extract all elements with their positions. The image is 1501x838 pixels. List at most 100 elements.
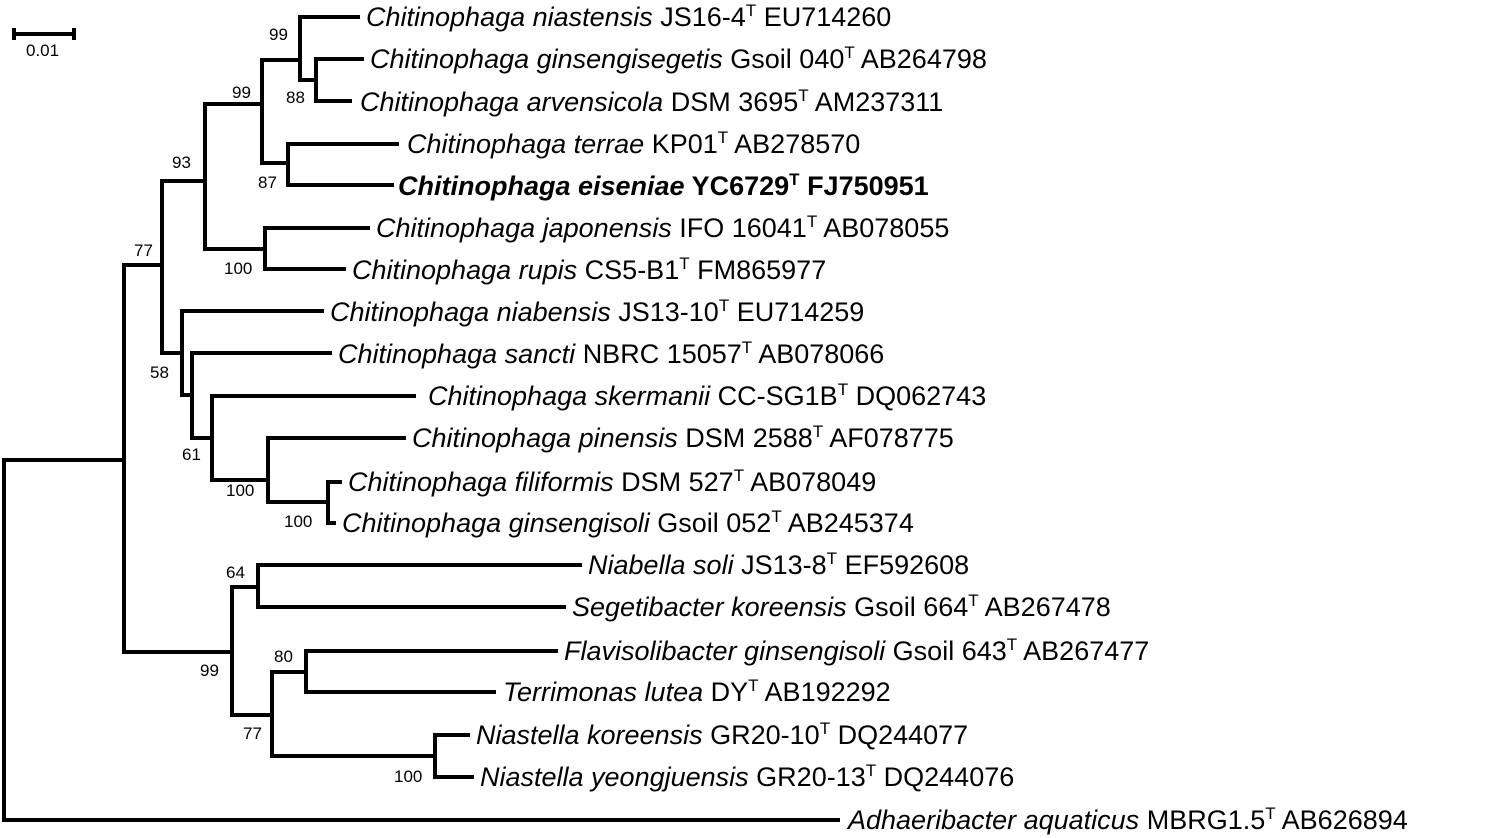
taxon-accession: AB245374 <box>788 508 914 538</box>
taxon-name: Niastella koreensis <box>476 720 703 750</box>
taxon-strain: CS5-B1 <box>585 255 680 285</box>
taxon-accession: AB078049 <box>750 467 876 497</box>
taxon-name: Chitinophaga skermanii <box>428 381 711 411</box>
type-strain-mark: T <box>844 43 854 62</box>
taxon-label: Chitinophaga niabensis JS13-10T EU714259 <box>330 296 864 327</box>
taxon-label: Niastella koreensis GR20-10T DQ244077 <box>476 719 968 750</box>
bootstrap-label: 99 <box>200 661 219 680</box>
type-strain-mark: T <box>820 719 830 738</box>
taxon-accession: DQ244077 <box>838 720 969 750</box>
taxon-strain: Gsoil 664 <box>854 592 968 622</box>
taxon-name: Chitinophaga pinensis <box>412 423 678 453</box>
taxon-strain: DSM 3695 <box>671 87 799 117</box>
taxon-name: Niabella soli <box>588 550 735 580</box>
taxon-name: Chitinophaga niabensis <box>330 297 611 327</box>
type-strain-mark: T <box>813 422 823 441</box>
taxon-labels: Chitinophaga niastensis JS16-4T EU714260… <box>330 1 1408 835</box>
type-strain-mark: T <box>798 86 808 105</box>
taxon-accession: AF078775 <box>829 423 954 453</box>
bootstrap-label: 58 <box>150 363 169 382</box>
bootstrap-label: 100 <box>224 259 252 278</box>
taxon-label: Chitinophaga ginsengisegetis Gsoil 040T … <box>370 43 987 74</box>
type-strain-mark: T <box>718 128 728 147</box>
taxon-name: Chitinophaga filiformis <box>348 467 614 497</box>
taxon-strain: JS16-4 <box>660 2 746 32</box>
bootstrap-label: 99 <box>232 83 251 102</box>
type-strain-mark: T <box>748 676 758 695</box>
taxon-name: Niastella yeongjuensis <box>480 762 749 792</box>
type-strain-mark: T <box>838 380 848 399</box>
taxon-strain: Gsoil 052 <box>657 508 771 538</box>
taxon-label: Niastella yeongjuensis GR20-13T DQ244076 <box>480 761 1014 792</box>
taxon-strain: IFO 16041 <box>679 213 807 243</box>
type-strain-mark: T <box>734 466 744 485</box>
taxon-name: Segetibacter koreensis <box>572 592 847 622</box>
taxon-strain: GR20-13 <box>756 762 866 792</box>
type-strain-mark: T <box>1265 804 1275 823</box>
taxon-strain: YC6729 <box>692 171 790 201</box>
taxon-label: Chitinophaga terrae KP01T AB278570 <box>407 128 860 159</box>
bootstrap-label: 61 <box>182 445 201 464</box>
scale-bar: 0.01 <box>12 28 76 60</box>
taxon-name: Chitinophaga eiseniae <box>398 171 685 201</box>
taxon-label: Niabella soli JS13-8T EF592608 <box>588 549 969 580</box>
taxon-name: Chitinophaga ginsengisoli <box>342 508 651 538</box>
taxon-name: Terrimonas lutea <box>503 677 703 707</box>
bootstrap-label: 64 <box>226 563 245 582</box>
taxon-label: Chitinophaga sancti NBRC 15057T AB078066 <box>338 338 884 369</box>
taxon-label: Chitinophaga rupis CS5-B1T FM865977 <box>352 254 826 285</box>
taxon-strain: MBRG1.5 <box>1147 805 1266 835</box>
taxon-label: Adhaeribacter aquaticus MBRG1.5T AB62689… <box>846 804 1408 835</box>
bootstrap-label: 100 <box>226 481 254 500</box>
taxon-label: Chitinophaga ginsengisoli Gsoil 052T AB2… <box>342 507 914 538</box>
taxon-name: Chitinophaga rupis <box>352 255 577 285</box>
taxon-accession: DQ062743 <box>856 381 987 411</box>
bootstrap-label: 100 <box>284 512 312 531</box>
taxon-label: Chitinophaga pinensis DSM 2588T AF078775 <box>412 422 954 453</box>
taxon-accession: DQ244076 <box>884 762 1015 792</box>
taxon-accession: AB626894 <box>1282 805 1408 835</box>
taxon-name: Adhaeribacter aquaticus <box>846 805 1139 835</box>
taxon-name: Chitinophaga terrae <box>407 129 644 159</box>
taxon-strain: Gsoil 040 <box>730 44 844 74</box>
taxon-label: Flavisolibacter ginsengisoli Gsoil 643T … <box>564 635 1149 666</box>
taxon-label-highlighted: Chitinophaga eiseniae YC6729T FJ750951 <box>398 170 929 201</box>
type-strain-mark: T <box>742 338 752 357</box>
taxon-accession: AM237311 <box>815 87 944 117</box>
taxon-strain: DY <box>711 677 749 707</box>
taxon-name: Chitinophaga japonensis <box>376 213 672 243</box>
taxon-strain: JS13-10 <box>618 297 719 327</box>
bootstrap-values: 99 88 99 87 93 100 77 58 61 100 100 64 9… <box>134 25 422 786</box>
taxon-name: Chitinophaga niastensis <box>366 2 653 32</box>
type-strain-mark: T <box>746 1 756 20</box>
taxon-strain: DSM 527 <box>621 467 734 497</box>
type-strain-mark: T <box>771 507 781 526</box>
taxon-strain: CC-SG1B <box>718 381 838 411</box>
taxon-name: Flavisolibacter ginsengisoli <box>564 636 886 666</box>
bootstrap-label: 77 <box>134 241 153 260</box>
type-strain-mark: T <box>827 549 837 568</box>
taxon-label: Chitinophaga niastensis JS16-4T EU714260 <box>366 1 891 32</box>
type-strain-mark: T <box>807 212 817 231</box>
taxon-strain: DSM 2588 <box>685 423 813 453</box>
taxon-strain: KP01 <box>652 129 718 159</box>
taxon-accession: AB267477 <box>1023 636 1149 666</box>
taxon-strain: GR20-10 <box>710 720 820 750</box>
bootstrap-label: 93 <box>172 153 191 172</box>
taxon-accession: AB078055 <box>823 213 949 243</box>
type-strain-mark: T <box>1007 635 1017 654</box>
taxon-accession: FM865977 <box>697 255 826 285</box>
type-strain-mark: T <box>866 761 876 780</box>
taxon-label: Terrimonas lutea DYT AB192292 <box>503 676 891 707</box>
bootstrap-label: 77 <box>243 724 262 743</box>
bootstrap-label: 100 <box>394 767 422 786</box>
tree-branches <box>2 15 840 822</box>
taxon-strain: Gsoil 643 <box>893 636 1007 666</box>
taxon-accession: EU714260 <box>764 2 892 32</box>
taxon-accession: AB264798 <box>861 44 987 74</box>
bootstrap-label: 87 <box>258 173 277 192</box>
taxon-label: Segetibacter koreensis Gsoil 664T AB2674… <box>572 591 1111 622</box>
taxon-strain: JS13-8 <box>741 550 827 580</box>
taxon-label: Chitinophaga japonensis IFO 16041T AB078… <box>376 212 949 243</box>
